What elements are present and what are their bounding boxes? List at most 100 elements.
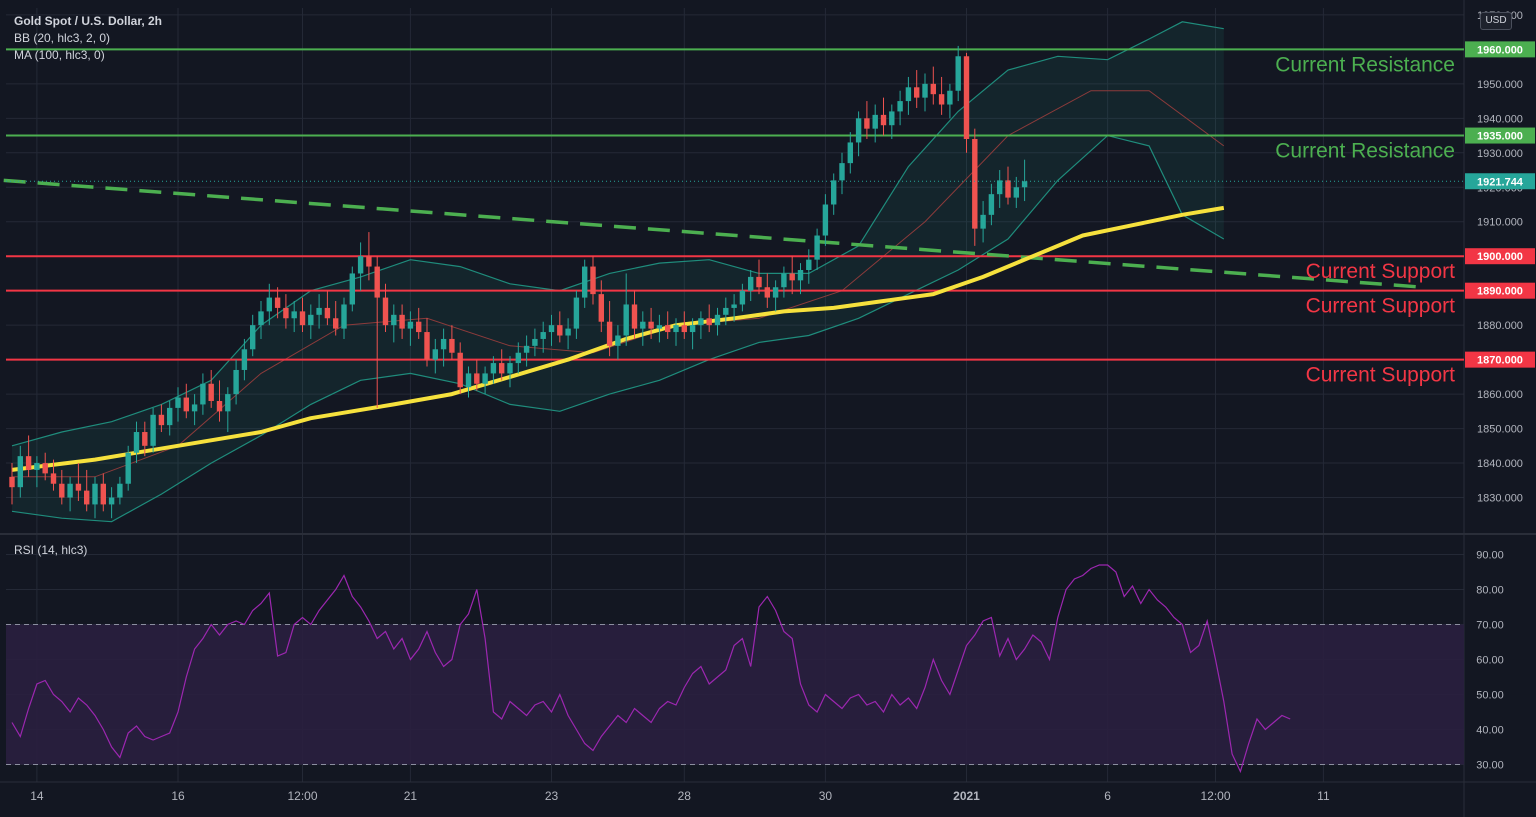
price-tick-label: 1950.000 xyxy=(1477,79,1523,91)
candle xyxy=(150,407,156,453)
candle xyxy=(557,311,563,343)
candle-body xyxy=(200,383,206,405)
rsi-tick-label: 70.00 xyxy=(1476,620,1504,632)
candle-body xyxy=(167,407,173,426)
candle-body xyxy=(565,328,571,336)
candle-body xyxy=(42,463,48,474)
candle-body xyxy=(241,349,248,370)
candle-body xyxy=(988,194,995,215)
candle-body xyxy=(457,352,463,388)
candle-body xyxy=(847,142,853,164)
candle-body xyxy=(764,287,770,298)
candle-body xyxy=(399,314,405,329)
candle xyxy=(191,394,198,426)
candle xyxy=(399,304,405,339)
currency-button[interactable]: USD xyxy=(1480,12,1512,30)
candle xyxy=(424,318,430,367)
candle-body xyxy=(158,414,165,426)
resistance-price-label: 1935.000 xyxy=(1477,131,1523,143)
candle xyxy=(606,301,613,357)
candle-body xyxy=(324,307,331,319)
candle-body xyxy=(532,338,538,346)
price-tick-label: 1910.000 xyxy=(1477,217,1523,229)
level-annotations: Current Resistance 1960.000 Current Resist… xyxy=(1275,41,1535,387)
candle xyxy=(947,83,953,119)
rsi-tick-label: 80.00 xyxy=(1476,585,1504,597)
candle xyxy=(308,304,314,339)
candle-body xyxy=(897,101,903,112)
candle-body xyxy=(872,114,878,129)
candle-body xyxy=(308,314,314,326)
candle-body xyxy=(75,483,82,491)
time-tick-label: 2021 xyxy=(953,789,980,803)
time-tick-label: 21 xyxy=(404,789,418,803)
candle xyxy=(349,266,355,312)
candle-body xyxy=(822,204,829,236)
candle xyxy=(532,328,538,357)
candle-body xyxy=(640,321,646,329)
candle-body xyxy=(831,180,837,205)
candle xyxy=(258,301,264,339)
candle xyxy=(764,273,770,308)
bb-indicator-legend[interactable]: BB (20, hlc3, 2, 0) xyxy=(14,31,111,45)
candle xyxy=(440,328,447,367)
candle xyxy=(366,232,372,281)
candle xyxy=(515,342,521,374)
candle xyxy=(283,294,289,329)
candle-body xyxy=(557,325,563,336)
rsi-tick-label: 30.00 xyxy=(1476,760,1504,772)
candle-body xyxy=(225,394,231,412)
candle-body xyxy=(523,345,530,353)
candle xyxy=(980,201,986,243)
time-tick-label: 14 xyxy=(30,789,44,803)
resistance-price-label: 1960.000 xyxy=(1477,44,1523,56)
candle xyxy=(183,383,189,419)
candle xyxy=(548,314,555,346)
candle-body xyxy=(299,311,306,326)
ma-indicator-legend[interactable]: MA (100, hlc3, 0) xyxy=(14,48,105,62)
price-levels xyxy=(6,48,1464,361)
candle-body xyxy=(266,297,272,312)
price-tick-label: 1830.000 xyxy=(1477,493,1523,505)
candle-body xyxy=(374,266,380,298)
rsi-overbought-oversold-band xyxy=(6,624,1464,765)
candle xyxy=(615,325,621,360)
time-axis[interactable]: 14 16 12:00 21 23 28 30 2021 6 12:00 11 xyxy=(30,789,1330,803)
candle xyxy=(25,435,32,477)
candle xyxy=(266,283,272,326)
candle xyxy=(598,280,604,333)
candle xyxy=(167,401,173,436)
candle-body xyxy=(606,321,613,346)
candle xyxy=(880,97,887,136)
candle-body xyxy=(806,259,812,270)
candle xyxy=(631,290,638,339)
candle xyxy=(225,387,231,433)
price-tick-label: 1840.000 xyxy=(1477,458,1523,470)
candle xyxy=(847,132,853,174)
candle xyxy=(9,463,15,505)
candle xyxy=(648,307,654,339)
candle-body xyxy=(880,114,887,126)
candle-body xyxy=(656,325,663,329)
candle xyxy=(200,373,206,415)
candle xyxy=(333,301,339,336)
price-axes[interactable]: 1830.000 1840.000 1850.000 1860.000 1880.000… xyxy=(1465,10,1535,772)
candle-body xyxy=(34,463,40,470)
candle xyxy=(241,338,248,381)
candle-body xyxy=(731,304,737,308)
candle xyxy=(324,290,331,326)
candle-body xyxy=(515,352,521,364)
candle-body xyxy=(382,297,389,326)
candle-body xyxy=(1021,181,1028,188)
candle xyxy=(922,73,928,112)
candle xyxy=(897,90,903,126)
rsi-indicator-legend[interactable]: RSI (14, hlc3) xyxy=(14,543,88,557)
candle xyxy=(357,242,364,291)
candle-body xyxy=(714,314,721,326)
candle xyxy=(391,304,397,343)
candle xyxy=(34,456,40,488)
candle-body xyxy=(117,483,123,498)
candle-body xyxy=(947,90,953,105)
candle xyxy=(482,366,488,395)
